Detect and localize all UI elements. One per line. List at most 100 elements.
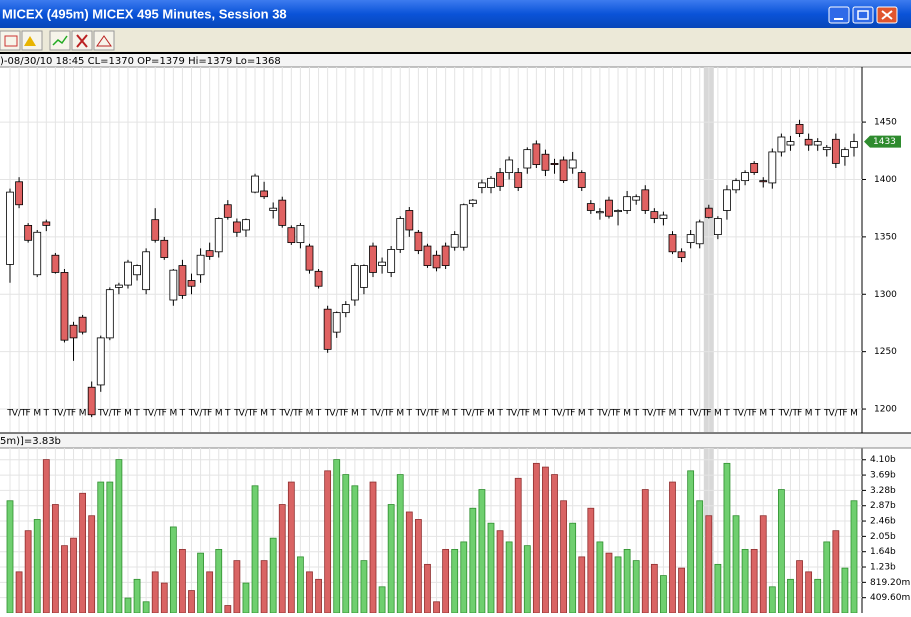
candle-body — [323, 308, 332, 350]
x-tick-label: F — [615, 409, 620, 419]
y-tick-label: 3.28b — [870, 486, 896, 496]
volume-bar — [414, 519, 422, 614]
candle-body — [205, 250, 214, 257]
candle-body — [459, 204, 468, 248]
x-tick-label: M — [759, 409, 767, 419]
volume-info-text: 5m)]=3.83b — [0, 436, 61, 447]
candle-body — [487, 177, 495, 188]
candle-body — [369, 245, 377, 273]
candle-body — [668, 234, 677, 253]
volume-bar — [396, 474, 404, 614]
candle-body — [378, 261, 386, 266]
candle-body — [260, 190, 269, 198]
candle-body — [750, 163, 759, 173]
x-tick-label: T — [224, 409, 231, 419]
volume-bar — [79, 492, 87, 614]
window-buttons[interactable] — [828, 6, 898, 24]
tool-icon — [4, 35, 18, 47]
volume-bar — [814, 578, 822, 614]
last-price-label: 1433 — [873, 137, 896, 147]
candle-body — [69, 324, 78, 339]
maximize-button[interactable] — [852, 6, 874, 24]
volume-bar — [623, 548, 631, 614]
volume-bar — [33, 519, 41, 614]
volume-bar — [424, 563, 431, 614]
x-tick-label: T — [142, 409, 149, 419]
volume-bar — [260, 560, 268, 614]
volume-bar — [15, 571, 23, 614]
x-tick-label: T — [732, 409, 739, 419]
x-tick-label: F — [706, 409, 711, 419]
volume-bar — [278, 504, 286, 614]
x-tick-label: V/T — [12, 409, 27, 419]
volume-bar — [70, 537, 77, 614]
toolbar-icons[interactable] — [0, 30, 115, 51]
candle-body — [623, 196, 632, 211]
candle-body — [541, 153, 550, 171]
candle-body — [232, 221, 241, 233]
candle-body — [632, 196, 641, 201]
y-tick-label: 1.64b — [870, 547, 896, 557]
candle-body — [822, 146, 831, 151]
volume-bar — [569, 522, 577, 614]
candle-body — [478, 182, 486, 188]
volume-bar — [106, 481, 114, 614]
volume-bar — [705, 515, 713, 614]
candle-body — [677, 251, 686, 258]
y-tick-label: 4.10b — [870, 455, 896, 465]
volume-bar — [115, 459, 123, 614]
x-tick-label: M — [33, 409, 41, 419]
volume-bar — [487, 522, 495, 614]
volume-bar — [796, 560, 803, 614]
x-tick-label: F — [252, 409, 257, 419]
x-tick-label: F — [479, 409, 484, 419]
candle-body — [78, 316, 87, 333]
volume-bar — [433, 601, 440, 614]
x-tick-label: F — [298, 409, 303, 419]
tool-button[interactable] — [93, 30, 115, 51]
volume-bar — [451, 548, 459, 614]
separator — [0, 52, 911, 54]
volume-bar — [832, 530, 840, 614]
volume-bar — [333, 459, 341, 614]
tool-button[interactable] — [49, 30, 71, 51]
candle-body — [704, 207, 713, 218]
x-tick-label: T — [43, 409, 50, 419]
x-tick-label: M — [124, 409, 132, 419]
x-tick-label: T — [269, 409, 276, 419]
candle-body — [314, 270, 323, 287]
minimize-button[interactable] — [828, 6, 850, 24]
candle-body — [786, 141, 795, 146]
y-tick-label: 2.46b — [870, 517, 896, 527]
candle-body — [296, 224, 305, 244]
volume-bar — [805, 571, 813, 614]
x-tick-label: T — [642, 409, 649, 419]
volume-bar — [378, 586, 386, 614]
x-tick-label: V/T — [783, 409, 798, 419]
x-tick-label: T — [723, 409, 730, 419]
volume-bar — [841, 567, 849, 614]
volume-bar — [224, 605, 232, 614]
volume-bar — [460, 541, 468, 614]
volume-bar — [215, 548, 223, 614]
candle-body — [586, 203, 595, 211]
x-tick-label: T — [279, 409, 286, 419]
candle-body — [115, 284, 123, 288]
x-tick-label: M — [487, 409, 495, 419]
tool-icon — [52, 35, 68, 46]
x-tick-label: T — [369, 409, 376, 419]
volume-bar — [133, 578, 141, 614]
x-tick-label: T — [233, 409, 240, 419]
candle-body — [251, 175, 259, 193]
x-tick-label: F — [26, 409, 31, 419]
tool-icon — [24, 36, 36, 46]
x-tick-label: T — [133, 409, 140, 419]
candle-body — [432, 254, 441, 269]
volume-bar — [42, 459, 50, 614]
volume-bar — [750, 548, 758, 614]
y-tick-label: 2.05b — [870, 532, 896, 542]
candle-body — [468, 199, 477, 204]
candle-body — [605, 199, 613, 217]
x-tick-label: T — [360, 409, 367, 419]
